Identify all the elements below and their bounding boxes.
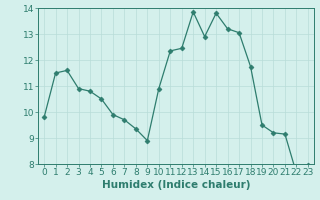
X-axis label: Humidex (Indice chaleur): Humidex (Indice chaleur) xyxy=(102,180,250,190)
